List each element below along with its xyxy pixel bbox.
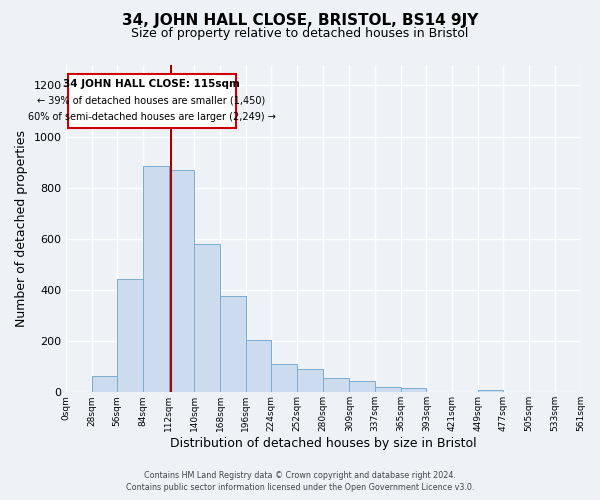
Text: 34 JOHN HALL CLOSE: 115sqm: 34 JOHN HALL CLOSE: 115sqm — [63, 78, 240, 88]
Text: 60% of semi-detached houses are larger (2,249) →: 60% of semi-detached houses are larger (… — [28, 112, 275, 122]
Bar — [349, 381, 375, 392]
Bar — [478, 390, 503, 392]
Y-axis label: Number of detached properties: Number of detached properties — [15, 130, 28, 327]
Bar — [194, 244, 220, 392]
Bar — [323, 378, 349, 392]
Bar — [401, 388, 427, 392]
Bar — [271, 364, 297, 392]
Bar — [169, 170, 194, 392]
Text: Contains public sector information licensed under the Open Government Licence v3: Contains public sector information licen… — [126, 484, 474, 492]
Bar — [220, 296, 245, 392]
Bar — [375, 387, 401, 392]
Bar — [117, 278, 143, 392]
Text: Size of property relative to detached houses in Bristol: Size of property relative to detached ho… — [131, 28, 469, 40]
Bar — [92, 376, 117, 392]
Text: ← 39% of detached houses are smaller (1,450): ← 39% of detached houses are smaller (1,… — [37, 96, 266, 106]
Bar — [297, 370, 323, 392]
Text: 34, JOHN HALL CLOSE, BRISTOL, BS14 9JY: 34, JOHN HALL CLOSE, BRISTOL, BS14 9JY — [122, 12, 478, 28]
Bar — [245, 340, 271, 392]
X-axis label: Distribution of detached houses by size in Bristol: Distribution of detached houses by size … — [170, 437, 476, 450]
Text: Contains HM Land Registry data © Crown copyright and database right 2024.: Contains HM Land Registry data © Crown c… — [144, 471, 456, 480]
FancyBboxPatch shape — [68, 74, 236, 128]
Bar — [143, 166, 169, 392]
